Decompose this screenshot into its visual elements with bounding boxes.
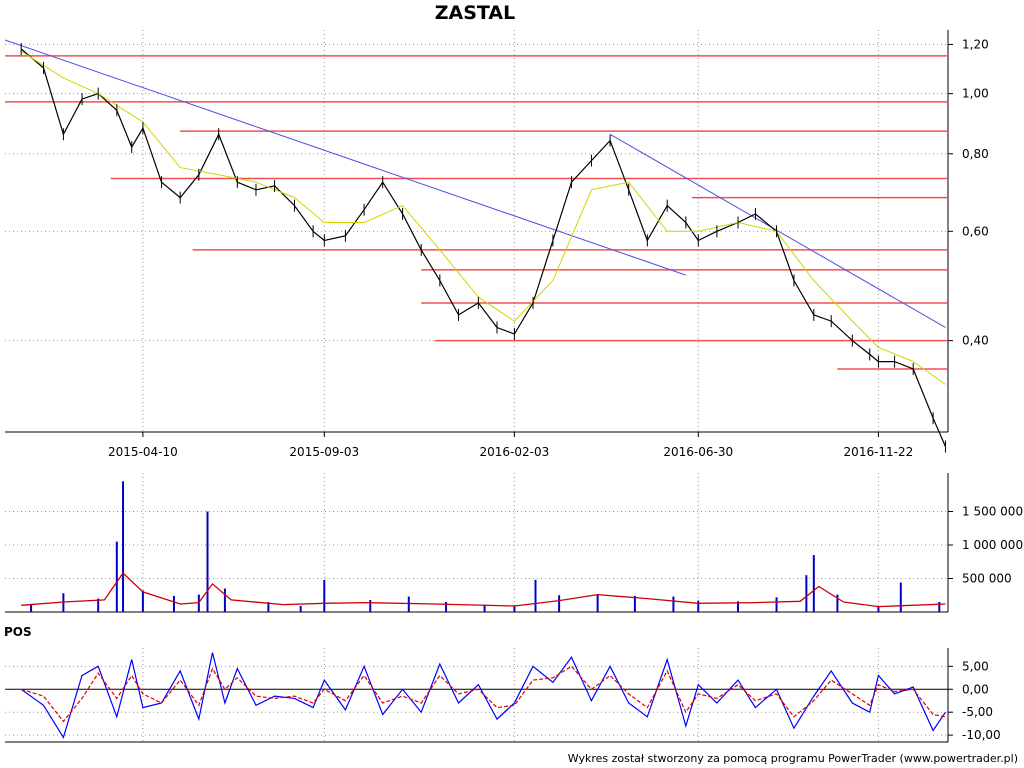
oscillator-y-tick-label: 5,00 <box>962 659 989 673</box>
volume-average-line <box>21 572 946 608</box>
oscillator-line <box>20 652 946 739</box>
oscillator-panel: POS 5,00 0,00 -5,00 -10,00 <box>4 625 1001 743</box>
volume-panel: 1 500 000 1 000 000 500 000 <box>5 473 1023 613</box>
y-tick-label: 0,80 <box>962 147 989 161</box>
y-tick-label: 0,40 <box>962 334 989 348</box>
footer-credit: Wykres został stworzony za pomocą progra… <box>568 752 1018 765</box>
moving-average-line <box>20 50 946 385</box>
oscillator-y-tick-label: 0,00 <box>962 682 989 696</box>
close-price-line <box>20 48 947 447</box>
volume-y-tick-label: 500 000 <box>962 572 1012 586</box>
volume-y-tick-label: 1 500 000 <box>962 505 1023 519</box>
x-tick-label: 2016-06-30 <box>663 445 733 459</box>
signal-line <box>21 665 946 723</box>
trendline <box>4 39 687 276</box>
x-tick-label: 2015-04-10 <box>108 445 178 459</box>
oscillator-y-tick-label: -10,00 <box>962 728 1001 742</box>
x-tick-label: 2016-11-22 <box>844 445 914 459</box>
trendline <box>609 133 946 328</box>
chart-title: ZASTAL <box>435 2 515 24</box>
y-tick-label: 1,00 <box>962 87 989 101</box>
x-tick-label: 2016-02-03 <box>480 445 550 459</box>
y-tick-label: 0,60 <box>962 224 989 238</box>
x-tick-label: 2015-09-03 <box>289 445 359 459</box>
oscillator-label: POS <box>4 625 32 639</box>
y-tick-label: 1,20 <box>962 37 989 51</box>
volume-y-tick-label: 1 000 000 <box>962 538 1023 552</box>
price-panel: 2015-04-10 2015-09-03 2016-02-03 2016-06-30… <box>4 30 989 459</box>
oscillator-y-tick-label: -5,00 <box>962 705 993 719</box>
